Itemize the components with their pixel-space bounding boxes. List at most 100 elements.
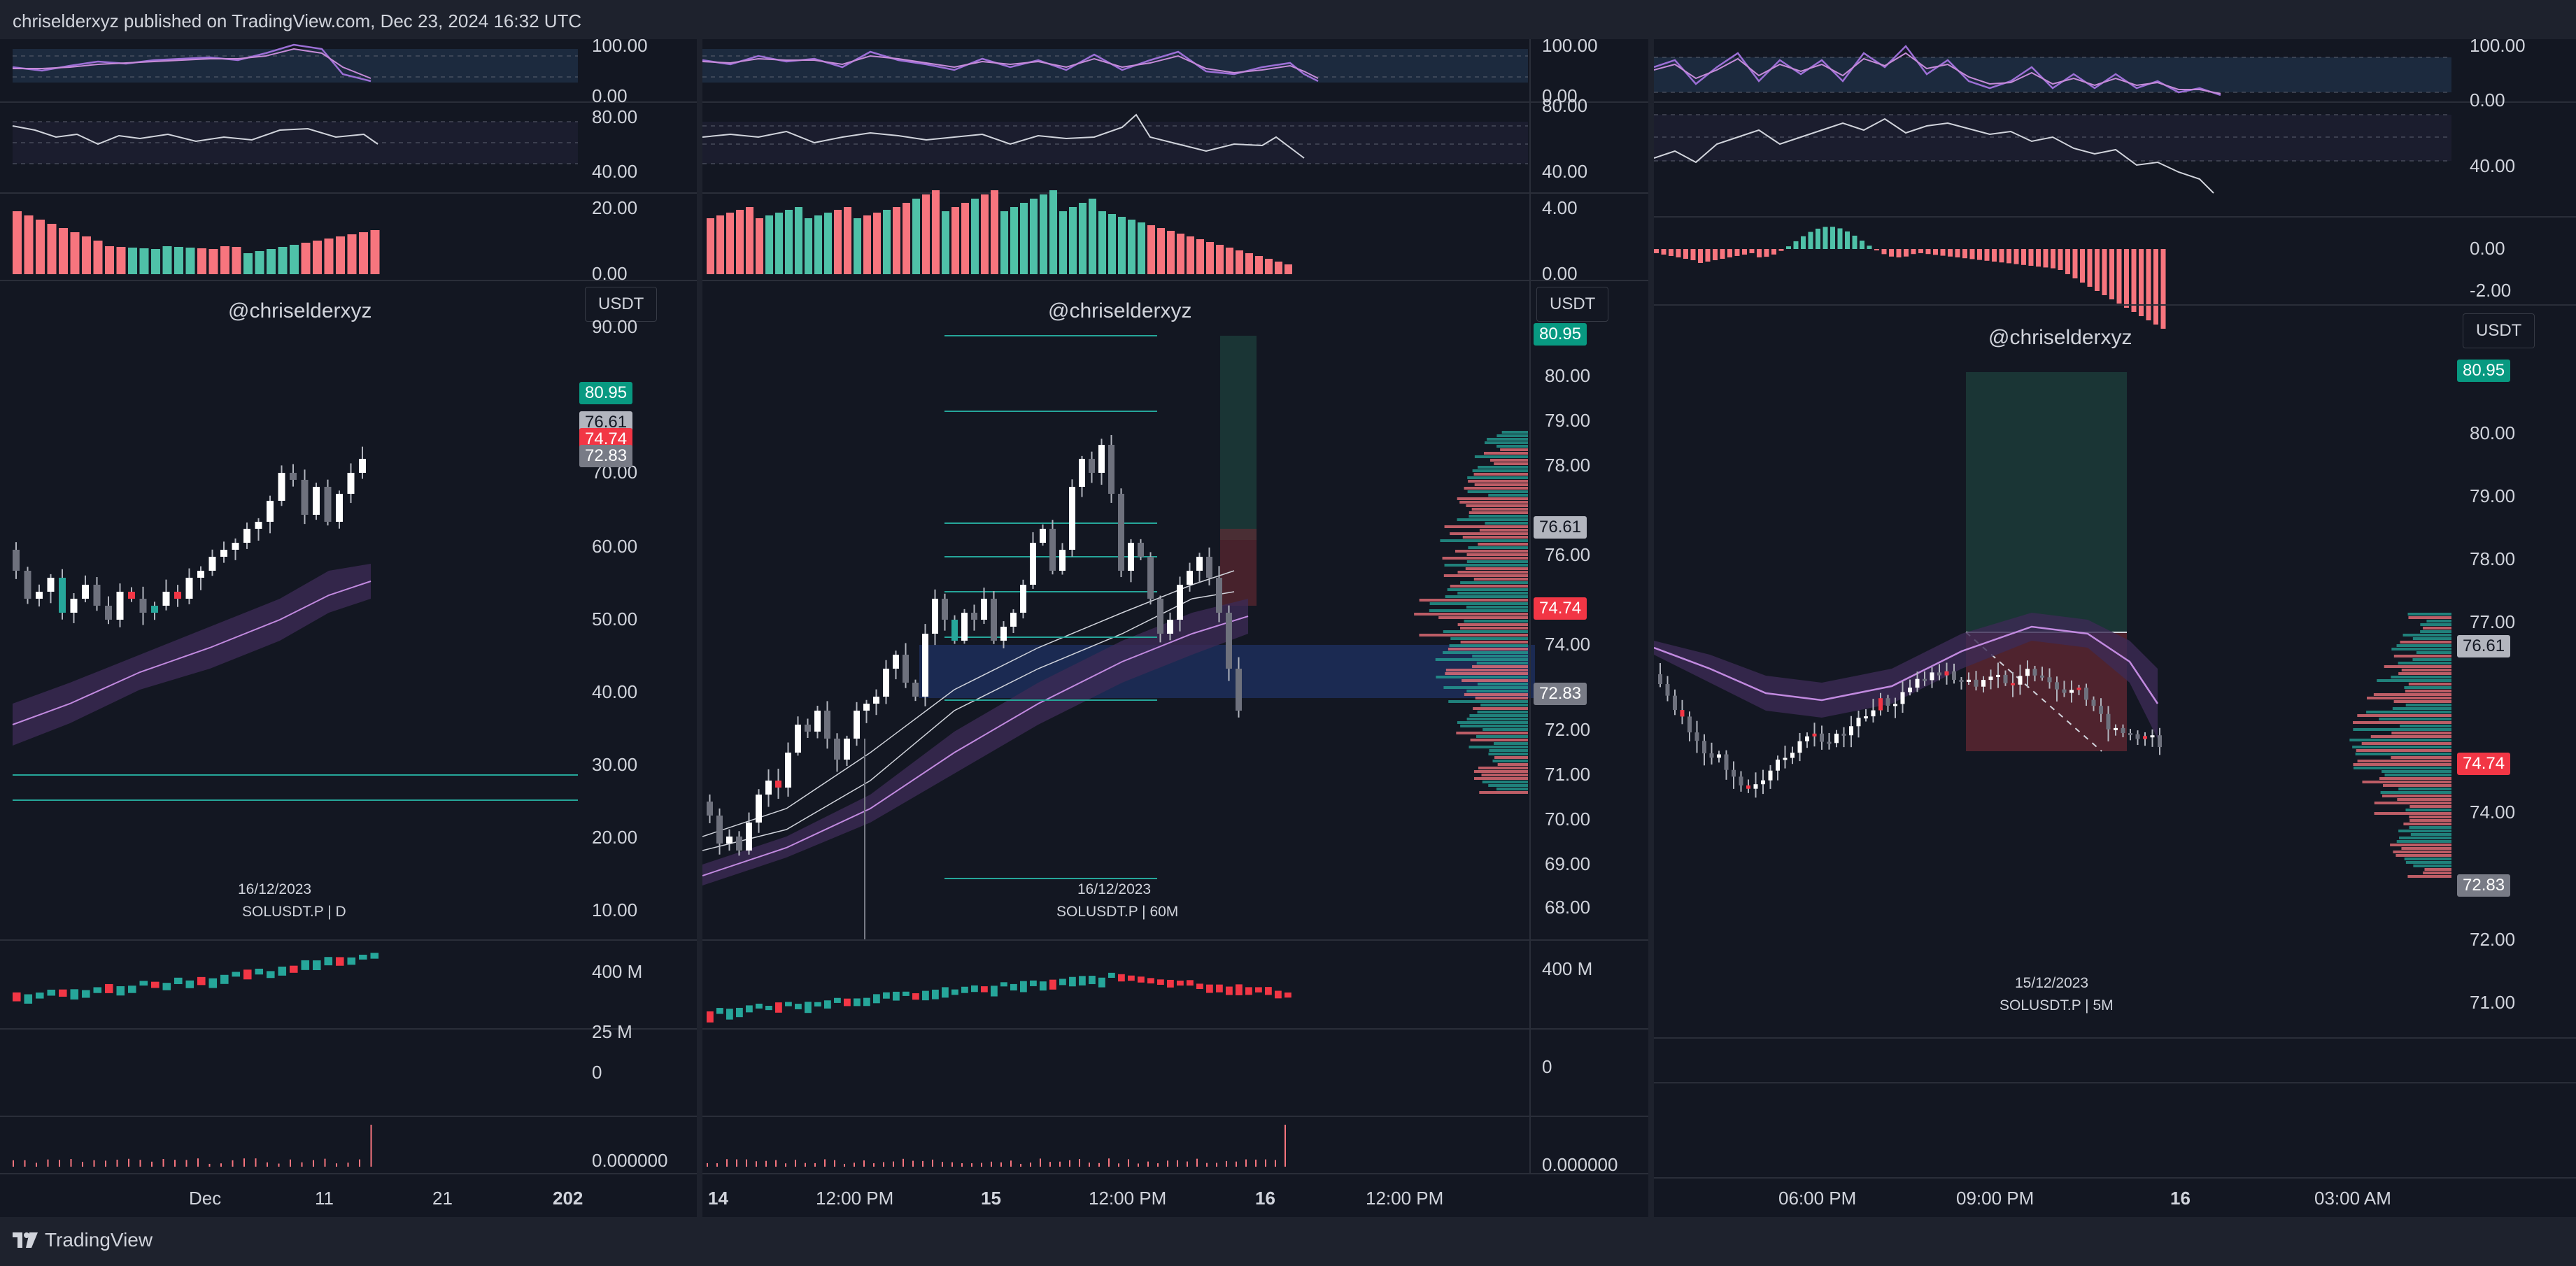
tradingview-logo[interactable]: TradingView (13, 1229, 153, 1251)
candle (1805, 736, 1809, 741)
time-axis-label: 16 (1255, 1188, 1275, 1209)
rsi-line (1654, 118, 2214, 194)
price-scale-label: 79.00 (2470, 485, 2516, 506)
histogram-bar (1889, 249, 1894, 257)
candle (1981, 680, 1986, 687)
profile-bar (1450, 637, 1528, 640)
profile-bar (1457, 497, 1528, 500)
profile-bar (2362, 781, 2451, 783)
chart-canvas-daily[interactable] (0, 39, 697, 1217)
price-tag-last: 74.74 (1534, 597, 1587, 620)
currency-button[interactable]: USDT (2463, 313, 2535, 348)
time-axis-label: 15 (981, 1188, 1001, 1209)
profile-bar (1473, 770, 1528, 773)
price-scale-label: 68.00 (1545, 897, 1591, 918)
candle (255, 522, 262, 529)
candle (2143, 736, 2147, 739)
candles-5m (1658, 660, 2162, 798)
profile-bar (1496, 788, 1528, 790)
profile-bar (1497, 763, 1528, 766)
volume-bar (267, 971, 275, 979)
histogram-bar (2109, 249, 2114, 299)
tick-bar (756, 1161, 757, 1167)
profile-bar (1473, 707, 1528, 710)
candle (1010, 613, 1017, 627)
profile-bar (1466, 690, 1528, 692)
brand-text: TradingView (45, 1229, 153, 1251)
candle (336, 494, 343, 522)
candle (1236, 669, 1242, 711)
profile-bar (1479, 791, 1528, 794)
tick-bar (961, 1163, 963, 1167)
profile-bar (1460, 641, 1528, 643)
histogram-bar (716, 215, 724, 274)
histogram-bar (1669, 249, 1673, 256)
currency-button[interactable]: USDT (585, 287, 658, 322)
candle (278, 473, 285, 501)
profile-bar (2402, 634, 2451, 636)
volume-bar (162, 983, 171, 990)
profile-bar (1480, 704, 1528, 706)
chart-panel-5m[interactable]: 100.00 0.00 40.00 0.00 -2.00 @chriselder… (1654, 39, 2576, 1217)
profile-bar (1475, 697, 1528, 699)
tick-bar (1059, 1161, 1061, 1167)
candle (1098, 445, 1105, 473)
tick-bar (1079, 1159, 1080, 1167)
volume-bar (1236, 984, 1243, 995)
chart-panel-60m[interactable]: 100.00 0.00 80.00 40.00 4.00 0.00 @chris… (702, 39, 1648, 1217)
date-label: 16/12/2023 (238, 881, 312, 897)
profile-bar (2353, 721, 2451, 724)
tick-bar (47, 1159, 49, 1167)
profile-bar (1489, 459, 1528, 462)
profile-bar (2407, 613, 2451, 616)
candle (347, 473, 355, 494)
symbol-label: SOLUSDT.P | D (242, 904, 346, 920)
price-scale-label: 71.00 (1545, 764, 1591, 785)
ema-line (702, 616, 1249, 876)
profile-bar (2352, 746, 2451, 748)
tick-bar (736, 1159, 737, 1167)
histogram-bar (2087, 249, 2093, 287)
profile-bar (1473, 578, 1528, 581)
fib-levels (944, 335, 1157, 879)
candle (13, 550, 20, 571)
chart-canvas-60m[interactable] (702, 39, 1648, 1217)
candle (824, 711, 830, 739)
histogram-bar (1196, 239, 1204, 274)
rsi-line (702, 113, 1305, 159)
candle (232, 543, 239, 550)
osc3-scale-bottom: 0.00 (1542, 263, 1578, 284)
volume-bar (795, 1004, 802, 1009)
volume-scale-label: 0 (1542, 1056, 1552, 1077)
candle (1768, 770, 1773, 781)
histogram-bar (1138, 222, 1145, 274)
profile-bar (1429, 602, 1528, 605)
profile-bar (2398, 672, 2451, 675)
profile-bar (1482, 781, 1528, 783)
tick-bar (863, 1160, 865, 1167)
volume-bar (863, 997, 870, 1007)
chart-canvas-5m[interactable] (1654, 39, 2576, 1217)
volume-bar (232, 972, 241, 977)
histogram-bar (301, 243, 311, 274)
volume-bar (942, 987, 949, 998)
candle (267, 501, 274, 522)
currency-button[interactable]: USDT (1536, 287, 1609, 322)
histogram-bar (2160, 249, 2166, 329)
candle (82, 585, 89, 599)
volume-bar (951, 989, 958, 995)
histogram-bar (775, 213, 783, 274)
profile-bar (1474, 455, 1528, 458)
profile-bar (2382, 770, 2451, 773)
histogram-bar (1845, 231, 1850, 249)
histogram-bar (2116, 249, 2122, 304)
candle (1673, 695, 1677, 711)
chart-panel-daily[interactable]: 100.00 0.00 80.00 40.00 20.00 0.00 @chri… (0, 39, 697, 1217)
ema-cloud (702, 599, 1248, 886)
volume-bar (1020, 981, 1027, 993)
osc2-scale-bottom: 40.00 (592, 161, 638, 182)
candle (1128, 543, 1134, 571)
profile-bar (2391, 648, 2451, 650)
stop-zone (1220, 529, 1257, 606)
volume-bar (151, 981, 160, 988)
